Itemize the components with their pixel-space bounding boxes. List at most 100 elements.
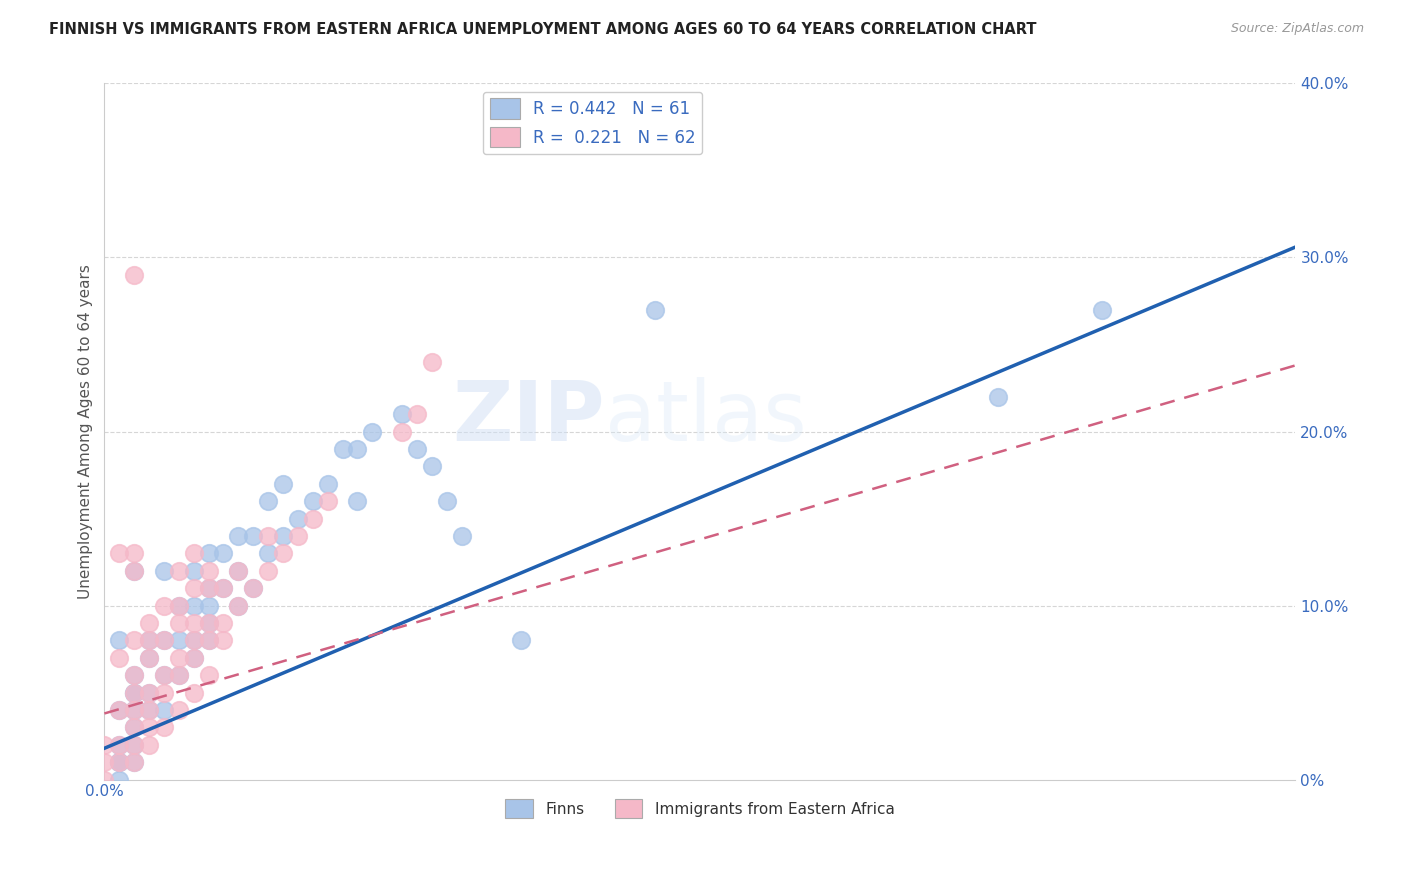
Point [1091,302,1114,317]
Point [183,546,205,560]
Point [138,685,160,699]
Point [122,738,145,752]
Point [138,650,160,665]
Point [197,581,219,595]
Point [122,564,145,578]
Point [138,738,160,752]
Point [153,720,176,734]
Point [332,442,354,456]
Point [122,633,145,648]
Point [138,633,160,648]
Point [301,494,323,508]
Point [108,546,131,560]
Y-axis label: Unemployment Among Ages 60 to 64 years: Unemployment Among Ages 60 to 64 years [79,264,93,599]
Point [183,650,205,665]
Point [153,564,176,578]
Point [108,755,131,769]
Point [108,633,131,648]
Point [271,546,294,560]
Point [212,633,235,648]
Point [228,564,250,578]
Point [316,476,339,491]
Point [197,633,219,648]
Point [183,685,205,699]
Point [271,476,294,491]
Point [153,668,176,682]
Point [122,546,145,560]
Point [301,511,323,525]
Point [122,720,145,734]
Point [183,633,205,648]
Point [93,772,115,787]
Point [197,668,219,682]
Point [153,633,176,648]
Point [122,738,145,752]
Point [287,511,309,525]
Point [167,650,190,665]
Point [197,633,219,648]
Point [138,703,160,717]
Point [257,494,280,508]
Point [228,599,250,613]
Point [391,425,413,439]
Point [167,668,190,682]
Point [197,581,219,595]
Point [108,650,131,665]
Point [212,581,235,595]
Text: FINNISH VS IMMIGRANTS FROM EASTERN AFRICA UNEMPLOYMENT AMONG AGES 60 TO 64 YEARS: FINNISH VS IMMIGRANTS FROM EASTERN AFRIC… [49,22,1036,37]
Point [361,425,384,439]
Point [122,685,145,699]
Point [450,529,472,543]
Point [183,633,205,648]
Point [257,564,280,578]
Point [316,494,339,508]
Point [138,633,160,648]
Point [212,546,235,560]
Point [108,738,131,752]
Point [138,615,160,630]
Point [122,564,145,578]
Point [167,668,190,682]
Point [183,564,205,578]
Point [153,668,176,682]
Text: atlas: atlas [605,377,807,458]
Text: ZIP: ZIP [453,377,605,458]
Point [122,755,145,769]
Point [228,599,250,613]
Point [242,529,264,543]
Point [122,685,145,699]
Text: Source: ZipAtlas.com: Source: ZipAtlas.com [1230,22,1364,36]
Point [167,599,190,613]
Point [287,529,309,543]
Point [108,772,131,787]
Point [183,581,205,595]
Point [167,564,190,578]
Point [108,703,131,717]
Point [108,755,131,769]
Point [197,546,219,560]
Point [138,720,160,734]
Point [93,738,115,752]
Point [242,581,264,595]
Point [391,407,413,421]
Point [346,442,368,456]
Point [346,494,368,508]
Point [122,720,145,734]
Point [122,703,145,717]
Point [212,581,235,595]
Point [183,650,205,665]
Point [420,459,443,474]
Point [138,650,160,665]
Point [167,633,190,648]
Point [987,390,1010,404]
Point [406,442,429,456]
Point [197,599,219,613]
Point [138,703,160,717]
Point [197,615,219,630]
Legend: Finns, Immigrants from Eastern Africa: Finns, Immigrants from Eastern Africa [499,793,900,824]
Point [228,564,250,578]
Point [257,546,280,560]
Point [153,685,176,699]
Point [420,355,443,369]
Point [122,685,145,699]
